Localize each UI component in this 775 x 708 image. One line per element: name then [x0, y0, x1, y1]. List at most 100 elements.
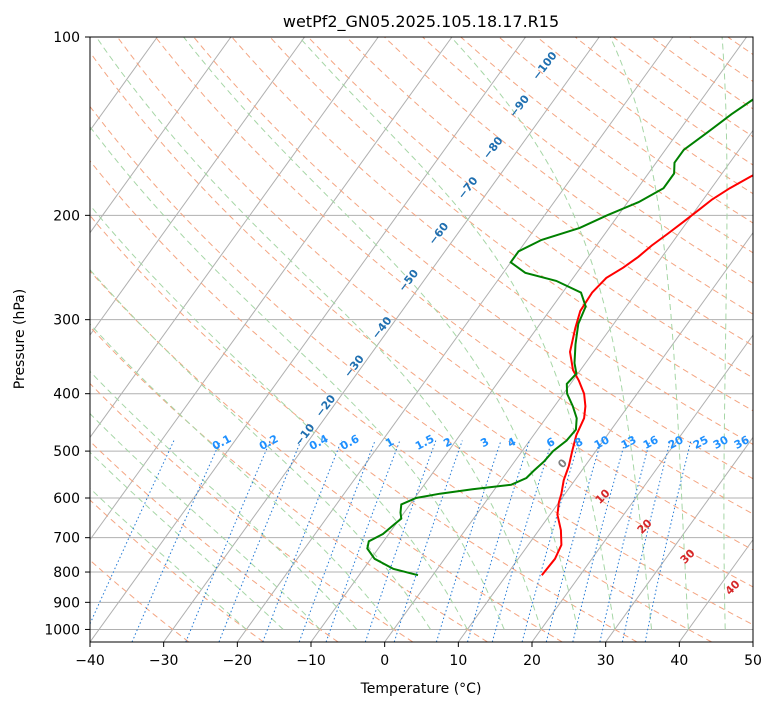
mixing-ratio-line	[572, 440, 626, 642]
x-axis: −40 −30 −20 −10 0 10 20 30 40 50	[75, 642, 762, 669]
moist-adiabat	[90, 268, 431, 630]
mixing-ratio-label: 10	[592, 433, 612, 452]
mixing-ratio-label: 0.1	[210, 432, 233, 453]
mixing-ratio-label: 13	[619, 433, 639, 452]
mixing-ratio-line	[131, 440, 221, 642]
moist-adiabat	[90, 451, 284, 630]
mixing-ratio-label: 1.5	[413, 432, 436, 453]
isotherm-line	[605, 436, 753, 642]
y-tick-label: 800	[53, 565, 80, 581]
x-tick-label: 40	[670, 653, 688, 669]
moist-adiabat-label: 40	[723, 577, 743, 597]
mixing-ratio-line	[325, 440, 401, 642]
dry-adiabat	[650, 37, 753, 110]
dry-adiabat-label: −60	[426, 220, 452, 248]
isotherm-line	[678, 538, 753, 642]
x-tick-label: −10	[296, 653, 326, 669]
y-tick-label: 600	[53, 491, 80, 507]
dry-adiabat-label: −70	[455, 174, 481, 202]
moist-adiabat	[90, 126, 505, 630]
mixing-ratio-label: 8	[572, 435, 585, 450]
dry-adiabat	[90, 326, 488, 642]
dry-adiabat	[90, 382, 414, 642]
dry-adiabat	[154, 37, 753, 515]
mixing-ratio-line	[435, 440, 502, 642]
isotherm-line	[531, 334, 753, 642]
mixing-ratio-line	[298, 440, 376, 642]
dry-adiabat-label: −40	[369, 314, 395, 342]
x-tick-label: 20	[523, 653, 541, 669]
y-axis-label: Pressure (hPa)	[12, 289, 28, 389]
y-tick-label: 1000	[44, 622, 80, 638]
mixing-ratio-line	[218, 440, 302, 642]
isotherm-line	[384, 129, 753, 642]
dry-adiabat-label: −100	[530, 49, 560, 83]
x-tick-label: 10	[449, 653, 467, 669]
dry-adiabat	[231, 37, 753, 445]
moist-adiabat	[721, 37, 728, 630]
mixing-ratio-line	[393, 440, 463, 642]
isotherm-line	[90, 37, 379, 439]
mixing-ratio-label: 16	[641, 433, 661, 452]
dry-adiabat-label: −30	[342, 352, 368, 380]
y-tick-label: 300	[53, 313, 80, 329]
x-tick-label: 50	[744, 653, 762, 669]
dewpoint-profile	[366, 98, 753, 577]
x-tick-label: −20	[223, 653, 253, 669]
moist-adiabat	[95, 37, 542, 630]
moist-adiabat	[183, 37, 579, 630]
x-tick-label: 30	[597, 653, 615, 669]
dry-adiabat	[90, 51, 753, 588]
dry-adiabat	[90, 160, 712, 642]
x-tick-label: 0	[380, 653, 389, 669]
mixing-ratio-line	[521, 440, 580, 642]
moist-adiabat-label: 10	[593, 486, 613, 506]
dry-adiabat	[90, 270, 563, 642]
isotherm-line	[90, 37, 453, 541]
moist-adiabat	[90, 370, 358, 630]
temperature-profile	[541, 174, 753, 576]
dry-adiabat	[498, 37, 753, 224]
mixing-ratio-line	[599, 440, 651, 642]
moist-adiabat	[90, 323, 395, 630]
mixing-ratio-label: 3	[478, 435, 491, 450]
dry-adiabat-label: −20	[313, 392, 339, 420]
plot-frame	[89, 36, 754, 643]
mixing-ratio-line	[644, 440, 692, 642]
dry-adiabat	[116, 37, 753, 551]
isotherm-line	[90, 37, 527, 642]
mixing-ratio-line	[621, 440, 671, 642]
moist-adiabat	[90, 204, 468, 630]
dry-adiabat	[536, 37, 753, 195]
y-tick-label: 100	[53, 30, 80, 46]
moist-adiabat-label: 20	[635, 516, 655, 536]
isotherm-line	[163, 37, 600, 642]
dry-adiabat	[345, 37, 753, 347]
mixing-ratio-label: 0.6	[338, 432, 362, 453]
moist-adiabat	[298, 37, 616, 630]
y-tick-label: 500	[53, 444, 80, 460]
mixing-ratio-label: 0.2	[257, 432, 280, 453]
isotherm-line	[0, 37, 10, 642]
mixing-ratio-line	[90, 440, 175, 625]
mixing-ratio-line	[545, 440, 602, 642]
moist-adiabat	[609, 37, 689, 630]
mixing-ratio-line	[491, 440, 553, 642]
x-tick-label: −40	[75, 653, 105, 669]
chart-title: wetPf2_GN05.2025.105.18.17.R15	[283, 12, 559, 32]
dry-adiabat	[460, 37, 753, 254]
mixing-ratio-label: 25	[691, 433, 711, 452]
moist-adiabat	[90, 412, 321, 630]
y-tick-label: 700	[53, 531, 80, 547]
y-tick-label: 400	[53, 387, 80, 403]
dry-adiabat	[90, 499, 264, 642]
dry-adiabat	[421, 37, 753, 284]
mixing-ratio-label: 20	[666, 433, 686, 452]
moist-adiabat-label: 30	[678, 546, 698, 566]
mixing-ratio-line	[185, 440, 271, 642]
y-tick-label: 200	[53, 208, 80, 224]
mixing-ratio-label: 30	[711, 433, 731, 452]
isotherm-line	[752, 641, 753, 642]
dry-adiabat	[90, 105, 753, 626]
mixing-ratio-label: 36	[732, 433, 752, 452]
